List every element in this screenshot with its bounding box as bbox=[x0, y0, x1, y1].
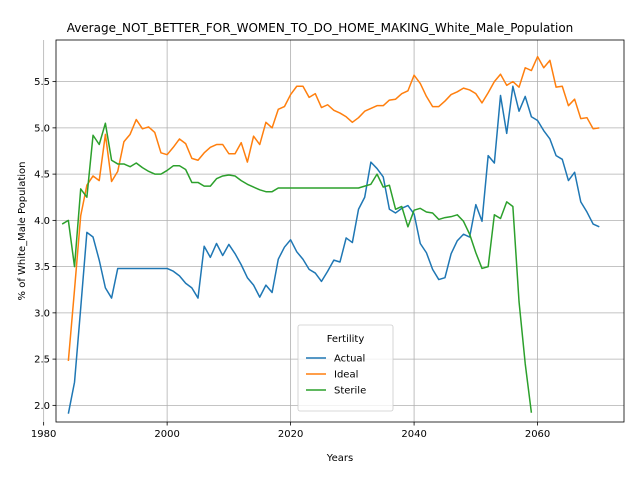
y-tick-label: 2.5 bbox=[34, 355, 50, 366]
y-tick-label: 3.5 bbox=[34, 262, 50, 273]
legend-label-sterile: Sterile bbox=[334, 386, 366, 397]
legend-title: Fertility bbox=[327, 334, 365, 345]
series-line-sterile bbox=[61, 122, 533, 413]
series-line-ideal bbox=[67, 55, 600, 362]
legend-label-actual: Actual bbox=[334, 354, 365, 365]
y-tick-label: 5.5 bbox=[34, 77, 50, 88]
legend-items: Actual Ideal Sterile bbox=[306, 354, 366, 397]
y-tick-label: 4.0 bbox=[34, 216, 50, 227]
y-tick-label: 5.0 bbox=[34, 123, 50, 134]
series-layer bbox=[61, 55, 600, 414]
x-axis-title: Years bbox=[326, 453, 353, 464]
x-tick-label: 2060 bbox=[525, 429, 550, 440]
series-line-actual bbox=[67, 85, 600, 414]
plot-frame bbox=[55, 39, 625, 423]
legend: Fertility Actual Ideal Sterile bbox=[297, 324, 394, 412]
y-tick-label: 2.0 bbox=[34, 401, 50, 412]
x-tick-label: 2000 bbox=[154, 429, 179, 440]
legend-label-ideal: Ideal bbox=[334, 370, 358, 381]
x-tick-label: 2040 bbox=[401, 429, 426, 440]
x-tick-label: 1980 bbox=[31, 429, 56, 440]
y-tick-label: 3.0 bbox=[34, 308, 50, 319]
ticks: 1980 2000 2020 2040 2060 2.0 2.5 3.0 3.5 4.0 4.5 5.… bbox=[31, 77, 550, 440]
x-tick-label: 2020 bbox=[278, 429, 303, 440]
chart-title: Average_NOT_BETTER_FOR_WOMEN_TO_DO_HOME_… bbox=[67, 21, 574, 35]
y-tick-label: 4.5 bbox=[34, 170, 50, 181]
y-axis-title: % of White_Male Population bbox=[17, 162, 28, 301]
